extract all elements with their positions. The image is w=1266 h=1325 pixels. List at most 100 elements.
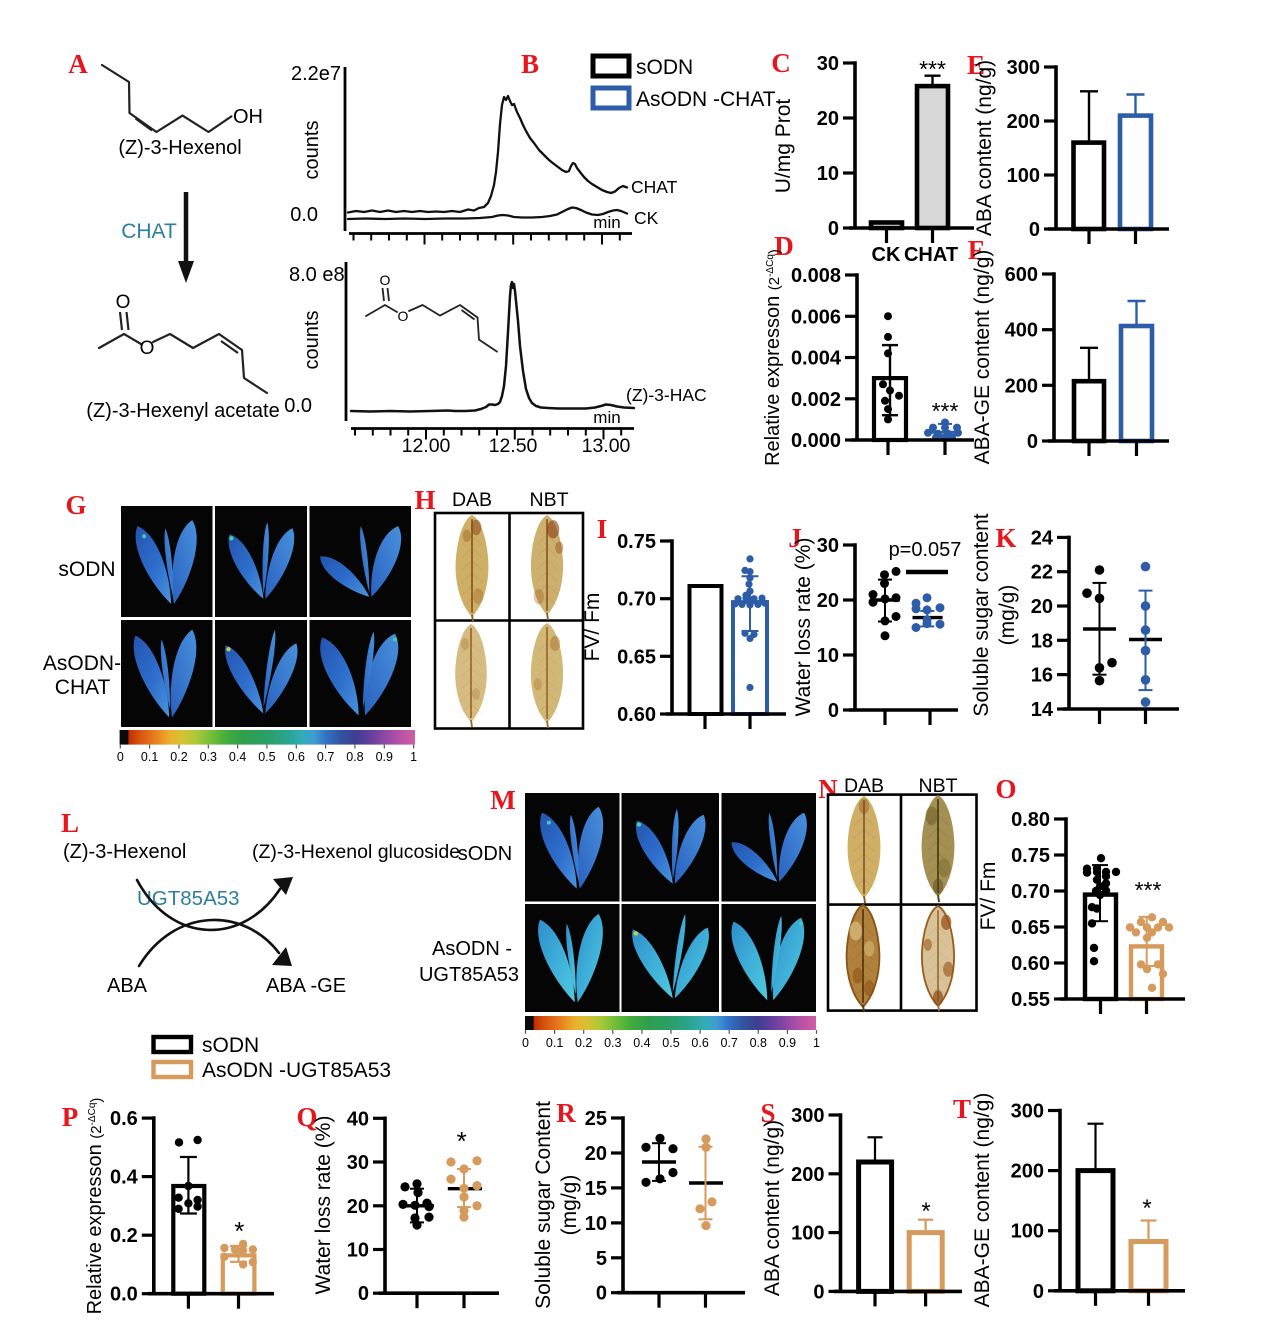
svg-text:UGT85A53: UGT85A53 bbox=[419, 964, 519, 986]
svg-text:0.7: 0.7 bbox=[317, 750, 334, 764]
svg-text:10: 10 bbox=[585, 1213, 607, 1235]
svg-text:30: 30 bbox=[817, 535, 839, 557]
svg-text:0.2: 0.2 bbox=[110, 1225, 138, 1247]
svg-text:0.6: 0.6 bbox=[691, 1036, 708, 1050]
svg-text:0: 0 bbox=[813, 1281, 824, 1303]
svg-text:0.1: 0.1 bbox=[141, 750, 158, 764]
svg-text:CHAT: CHAT bbox=[631, 177, 678, 197]
svg-text:0.3: 0.3 bbox=[200, 750, 217, 764]
svg-text:Relative expresson (2-ΔCq): Relative expresson (2-ΔCq) bbox=[762, 249, 784, 466]
svg-text:8.0 e8: 8.0 e8 bbox=[289, 264, 345, 286]
svg-text:0: 0 bbox=[358, 1283, 369, 1305]
svg-text:100: 100 bbox=[791, 1223, 824, 1245]
svg-text:20: 20 bbox=[817, 108, 839, 130]
svg-text:M: M bbox=[490, 785, 515, 815]
svg-text:FV/ Fm: FV/ Fm bbox=[977, 862, 1000, 931]
svg-text:P: P bbox=[62, 1102, 79, 1132]
svg-text:22: 22 bbox=[1031, 562, 1053, 584]
svg-text:CHAT: CHAT bbox=[55, 676, 111, 699]
svg-text:18: 18 bbox=[1031, 630, 1053, 652]
svg-text:R: R bbox=[556, 1098, 576, 1128]
svg-text:5: 5 bbox=[596, 1248, 607, 1270]
svg-text:ABA -GE: ABA -GE bbox=[266, 975, 346, 997]
svg-text:FV/ Fm: FV/ Fm bbox=[581, 593, 604, 662]
svg-text:0.8: 0.8 bbox=[346, 750, 363, 764]
svg-text:T: T bbox=[953, 1094, 971, 1124]
svg-text:O: O bbox=[380, 272, 391, 288]
svg-text:100: 100 bbox=[1007, 165, 1040, 187]
svg-text:24: 24 bbox=[1031, 527, 1054, 549]
svg-text:12.50: 12.50 bbox=[489, 435, 538, 457]
svg-text:D: D bbox=[774, 231, 794, 261]
svg-text:ABA content (ng/g): ABA content (ng/g) bbox=[973, 60, 996, 236]
svg-text:0.9: 0.9 bbox=[779, 1036, 796, 1050]
svg-text:0.60: 0.60 bbox=[617, 704, 656, 726]
svg-text:0.2: 0.2 bbox=[575, 1036, 592, 1050]
svg-text:0.70: 0.70 bbox=[617, 589, 656, 611]
svg-text:CHAT: CHAT bbox=[904, 244, 958, 266]
svg-text:*: * bbox=[921, 1198, 930, 1225]
svg-text:10: 10 bbox=[817, 645, 839, 667]
svg-text:0.0: 0.0 bbox=[284, 395, 312, 417]
svg-text:13.00: 13.00 bbox=[582, 435, 631, 457]
svg-text:O: O bbox=[140, 338, 155, 359]
svg-text:sODN: sODN bbox=[458, 843, 512, 865]
svg-text:0.60: 0.60 bbox=[1011, 953, 1050, 975]
svg-text:ABA content (ng/g): ABA content (ng/g) bbox=[761, 1120, 784, 1296]
svg-text:G: G bbox=[65, 490, 86, 520]
svg-text:0: 0 bbox=[117, 750, 124, 764]
svg-text:1: 1 bbox=[813, 1036, 820, 1050]
svg-text:sODN: sODN bbox=[636, 56, 693, 79]
svg-text:16: 16 bbox=[1031, 665, 1053, 687]
svg-text:30: 30 bbox=[817, 53, 839, 75]
svg-text:0.65: 0.65 bbox=[617, 646, 656, 668]
svg-text:0: 0 bbox=[828, 218, 839, 240]
svg-text:(mg/g): (mg/g) bbox=[996, 585, 1019, 646]
svg-text:***: *** bbox=[932, 398, 959, 424]
svg-text:H: H bbox=[414, 485, 435, 515]
svg-text:15: 15 bbox=[585, 1178, 607, 1200]
svg-text:0.75: 0.75 bbox=[1011, 845, 1050, 867]
svg-text:OH: OH bbox=[233, 106, 263, 128]
svg-text:counts: counts bbox=[301, 121, 323, 180]
svg-text:200: 200 bbox=[1011, 1161, 1044, 1183]
svg-text:O: O bbox=[398, 308, 409, 324]
svg-text:Q: Q bbox=[296, 1102, 317, 1132]
svg-text:A: A bbox=[68, 49, 88, 79]
svg-text:0.6: 0.6 bbox=[288, 750, 305, 764]
svg-text:0.8: 0.8 bbox=[750, 1036, 767, 1050]
svg-text:AsODN-: AsODN- bbox=[43, 652, 121, 675]
svg-text:100: 100 bbox=[1011, 1221, 1044, 1243]
svg-text:(Z)-3-Hexenyl acetate: (Z)-3-Hexenyl acetate bbox=[86, 400, 279, 422]
svg-text:min: min bbox=[593, 213, 620, 232]
svg-text:0.75: 0.75 bbox=[617, 531, 656, 553]
svg-text:sODN: sODN bbox=[58, 558, 115, 581]
svg-text:14: 14 bbox=[1031, 699, 1054, 721]
svg-text:0.0: 0.0 bbox=[110, 1284, 138, 1306]
svg-text:K: K bbox=[995, 523, 1016, 553]
svg-text:0.4: 0.4 bbox=[229, 750, 246, 764]
svg-text:DAB: DAB bbox=[452, 489, 492, 511]
svg-text:0.000: 0.000 bbox=[791, 430, 841, 452]
svg-text:0.65: 0.65 bbox=[1011, 917, 1050, 939]
svg-text:600: 600 bbox=[1005, 264, 1038, 286]
svg-text:300: 300 bbox=[791, 1105, 824, 1127]
svg-text:L: L bbox=[61, 808, 79, 838]
svg-text:UGT85A53: UGT85A53 bbox=[137, 887, 240, 910]
svg-text:E: E bbox=[967, 50, 985, 80]
svg-text:0: 0 bbox=[596, 1283, 607, 1305]
svg-text:O: O bbox=[995, 774, 1016, 804]
svg-text:I: I bbox=[597, 514, 608, 544]
svg-text:O: O bbox=[116, 292, 131, 313]
svg-text:0.80: 0.80 bbox=[1011, 809, 1050, 831]
svg-text:0.4: 0.4 bbox=[633, 1036, 650, 1050]
svg-text:300: 300 bbox=[1011, 1101, 1044, 1123]
svg-text:0.9: 0.9 bbox=[376, 750, 393, 764]
svg-text:ABA-GE content (ng/g): ABA-GE content (ng/g) bbox=[971, 1093, 994, 1308]
svg-text:(Z)-3-Hexenol: (Z)-3-Hexenol bbox=[118, 137, 241, 159]
svg-text:0: 0 bbox=[1027, 431, 1038, 453]
svg-text:***: *** bbox=[1135, 877, 1162, 903]
svg-text:0.004: 0.004 bbox=[791, 348, 842, 370]
svg-text:30: 30 bbox=[347, 1152, 369, 1174]
svg-text:*: * bbox=[457, 1126, 467, 1156]
